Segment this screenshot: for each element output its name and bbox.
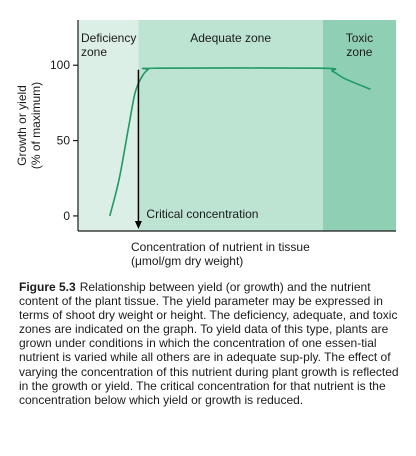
y-axis-label: Growth or yield (15, 85, 29, 166)
y-tick-label-50: 50 (57, 134, 71, 148)
x-axis-label: Concentration of nutrient in tissue (131, 240, 310, 254)
annotation-layer: Critical concentration (134, 69, 258, 229)
zones-layer (78, 20, 396, 231)
caption-text: Relationship between yield (or growth) a… (19, 280, 399, 407)
series-layer (109, 67, 371, 217)
critical-concentration-label: Critical concentration (146, 207, 258, 221)
y-axis-units: (% of maximum) (29, 82, 43, 169)
arrow-head-icon (134, 221, 142, 229)
zone-band-2 (138, 20, 323, 231)
zone-label-3-line-2: zone (346, 45, 372, 59)
zone-label-2-line-1: Adequate zone (190, 31, 271, 45)
figure-caption: Figure 5.3 Relationship between yield (or… (19, 280, 401, 407)
axes: 0 50 100 (50, 20, 396, 232)
yield-curve (109, 67, 371, 217)
zone-label-1-line-1: Deficiency (81, 31, 136, 45)
y-tick-label-100: 100 (50, 58, 70, 72)
zone-label-1-line-2: zone (81, 45, 107, 59)
zone-band-3 (322, 20, 396, 231)
zone-label-3-line-1: Toxic (346, 31, 373, 45)
y-tick-label-0: 0 (63, 209, 70, 223)
x-axis-units: (μmol/gm dry weight) (131, 254, 243, 268)
figure-label: Figure 5.3 (19, 280, 76, 294)
